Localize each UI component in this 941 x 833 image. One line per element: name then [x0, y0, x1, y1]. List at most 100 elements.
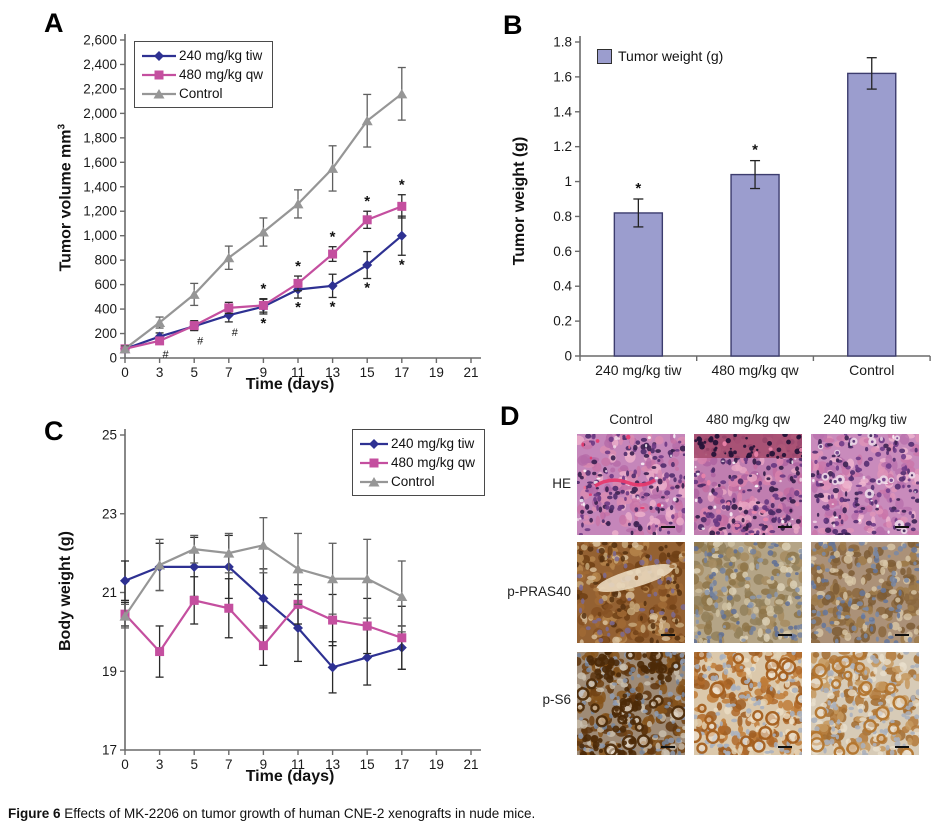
panel-d-col-header-control: Control	[609, 412, 653, 427]
svg-text:0: 0	[121, 757, 129, 772]
micrograph-he-480	[694, 434, 802, 535]
panel-a-y-axis-title: Tumor volume mm3	[56, 68, 75, 328]
svg-text:3: 3	[156, 757, 164, 772]
svg-text:9: 9	[260, 365, 268, 380]
legend-label: Control	[179, 86, 223, 101]
legend-square-marker-icon	[360, 458, 388, 467]
svg-text:*: *	[330, 229, 336, 246]
svg-text:2,200: 2,200	[83, 81, 117, 96]
svg-text:21: 21	[463, 757, 478, 772]
svg-text:25: 25	[102, 428, 117, 443]
legend-triangle-marker-icon	[360, 476, 388, 486]
svg-text:0.6: 0.6	[553, 244, 572, 259]
panel-b-chart: 0 0.2 0.4 0.6 0.8 1 1.2 1.4 1.6 1.8 * 240 mg/kg tiw…	[553, 35, 931, 378]
svg-text:0.8: 0.8	[553, 209, 572, 224]
panel-b-legend: Tumor weight (g)	[597, 48, 724, 64]
svg-text:9: 9	[260, 757, 268, 772]
legend-label: 480 mg/kg qw	[391, 455, 476, 470]
svg-text:#: #	[163, 349, 170, 361]
micrograph-he-control	[577, 434, 685, 535]
svg-text:13: 13	[325, 365, 340, 380]
svg-text:1,600: 1,600	[83, 155, 117, 170]
svg-text:Control: Control	[849, 362, 894, 378]
svg-text:15: 15	[360, 365, 375, 380]
legend-item-240-mg-kg-tiw: 240 mg/kg tiw	[360, 434, 475, 453]
svg-text:*: *	[260, 281, 266, 298]
micrograph-p-pras40-control	[577, 542, 685, 643]
legend-label: 240 mg/kg tiw	[391, 436, 475, 451]
panel-d-col-header-240: 240 mg/kg tiw	[823, 412, 907, 427]
panel-a-chart: 0 200 400 600 800 1,000 1,200 1,400 1,600 1,800 2,…	[83, 33, 481, 380]
legend-item-control: Control	[360, 472, 475, 491]
svg-text:21: 21	[463, 365, 478, 380]
svg-text:*: *	[399, 177, 405, 194]
panel-c-x-axis-title: Time (days)	[245, 768, 335, 785]
figure-caption-number: Figure 6	[8, 806, 61, 821]
legend-item-control: Control	[142, 84, 263, 103]
svg-text:*: *	[364, 280, 370, 297]
svg-text:1,800: 1,800	[83, 130, 117, 145]
svg-text:2,000: 2,000	[83, 106, 117, 121]
svg-text:1,400: 1,400	[83, 179, 117, 194]
svg-text:23: 23	[102, 506, 117, 521]
svg-text:7: 7	[225, 365, 233, 380]
panel-b-y-axis-title-text: Tumor weight (g)	[511, 136, 528, 266]
legend-item-240-mg-kg-tiw: 240 mg/kg tiw	[142, 46, 263, 65]
svg-text:1,000: 1,000	[83, 228, 117, 243]
legend-diamond-marker-icon	[360, 438, 388, 449]
legend-label: Control	[391, 474, 435, 489]
svg-text:11: 11	[291, 365, 305, 380]
svg-text:2,400: 2,400	[83, 57, 117, 72]
svg-text:480 mg/kg qw: 480 mg/kg qw	[711, 362, 799, 378]
panel-a-y-axis-title-sup: 3	[56, 123, 68, 130]
panel-a-label: A	[44, 8, 64, 38]
legend-label: 480 mg/kg qw	[179, 67, 264, 82]
tumor-weight-legend-swatch-icon	[597, 48, 612, 64]
panel-c-legend: 240 mg/kg tiw 480 mg/kg qw Control	[352, 429, 486, 496]
legend-diamond-marker-icon	[142, 50, 176, 61]
svg-text:*: *	[399, 256, 405, 273]
svg-text:3: 3	[156, 365, 164, 380]
micrograph-p-s6-240	[811, 652, 919, 755]
svg-text:400: 400	[94, 302, 117, 317]
svg-text:19: 19	[429, 757, 444, 772]
panel-b-y-axis-title: Tumor weight (g)	[511, 71, 529, 331]
svg-text:*: *	[330, 298, 336, 315]
micrograph-he-240	[811, 434, 919, 535]
svg-text:19: 19	[102, 664, 117, 679]
svg-text:*: *	[295, 258, 301, 275]
svg-text:0: 0	[564, 349, 572, 364]
svg-text:#: #	[197, 335, 204, 347]
micrograph-p-pras40-480	[694, 542, 802, 643]
panel-c-y-axis-title: Body weight (g)	[57, 461, 75, 721]
panel-a-x-axis-title: Time (days)	[245, 376, 335, 393]
legend-triangle-marker-icon	[142, 88, 176, 98]
panel-d-col-header-480: 480 mg/kg qw	[705, 412, 791, 427]
svg-text:2,600: 2,600	[83, 33, 117, 48]
svg-text:1.8: 1.8	[553, 35, 572, 50]
svg-text:1.4: 1.4	[553, 104, 572, 119]
micrograph-p-s6-480	[694, 652, 802, 755]
svg-text:*: *	[635, 180, 641, 197]
svg-text:*: *	[260, 315, 266, 332]
svg-text:15: 15	[360, 757, 375, 772]
svg-text:11: 11	[291, 757, 305, 772]
svg-text:5: 5	[190, 365, 198, 380]
svg-text:0: 0	[121, 365, 129, 380]
figure-caption-text: Effects of MK-2206 on tumor growth of hu…	[64, 806, 536, 821]
panel-b-label: B	[503, 10, 523, 40]
panel-d-label: D	[500, 401, 520, 431]
micrograph-p-pras40-240	[811, 542, 919, 643]
svg-text:240 mg/kg tiw: 240 mg/kg tiw	[595, 362, 682, 378]
svg-text:5: 5	[190, 757, 198, 772]
svg-text:200: 200	[94, 326, 117, 341]
svg-text:*: *	[295, 299, 301, 316]
svg-text:*: *	[752, 142, 758, 159]
panel-c-label: C	[44, 416, 64, 446]
figure-caption: Figure 6 Effects of MK-2206 on tumor gro…	[8, 806, 535, 821]
legend-item-480-mg-kg-qw: 480 mg/kg qw	[142, 65, 263, 84]
svg-text:1.2: 1.2	[553, 139, 572, 154]
svg-text:0.2: 0.2	[553, 314, 572, 329]
panel-d-row-label-he: HE	[552, 476, 571, 491]
